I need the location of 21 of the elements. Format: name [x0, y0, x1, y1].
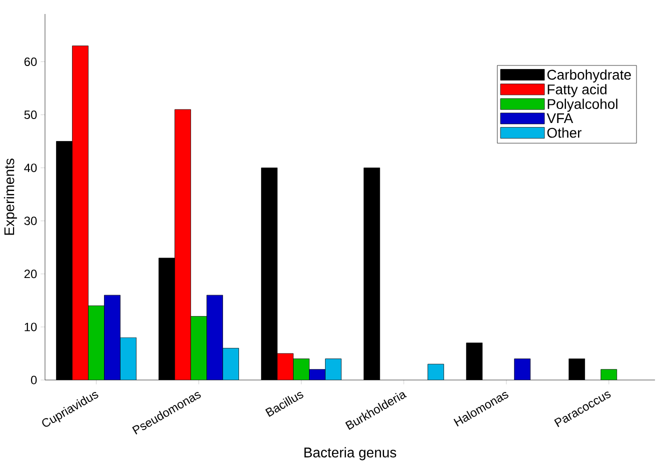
bar — [309, 369, 326, 380]
y-axis-title: Experiments — [4, 158, 17, 235]
y-tick-label: 60 — [24, 57, 37, 66]
bar — [277, 353, 294, 380]
y-tick-label: 0 — [30, 376, 37, 384]
x-axis-title: Bacteria genus — [304, 447, 396, 460]
y-tick-label: 10 — [24, 322, 37, 332]
y-tick-label: 30 — [24, 216, 37, 226]
bar — [72, 46, 88, 380]
legend-label: Other — [547, 128, 582, 138]
legend-label: Polyalcohol — [548, 98, 618, 112]
y-tick-label: 40 — [24, 164, 37, 172]
bar — [514, 358, 531, 380]
y-tick-label: 50 — [24, 110, 37, 120]
y-tick-label: 20 — [24, 270, 37, 278]
bar — [206, 295, 223, 380]
legend-label: VFA — [546, 113, 574, 124]
legend-label: Carbohydrate — [547, 69, 631, 82]
bar — [174, 109, 191, 380]
legend-label: Fatty acid — [548, 84, 606, 98]
bar — [104, 295, 120, 380]
